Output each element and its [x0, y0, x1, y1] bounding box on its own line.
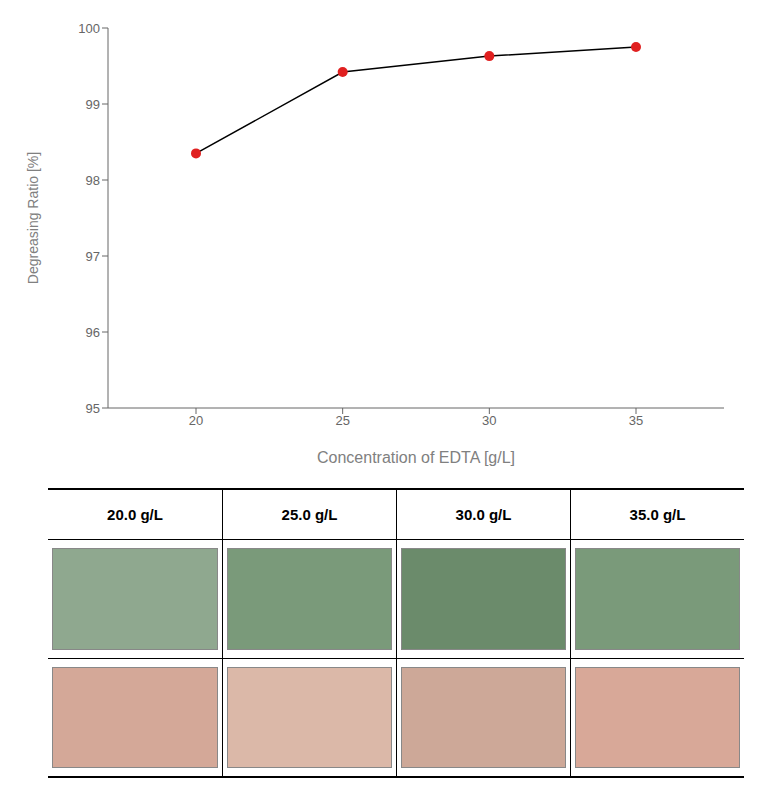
- svg-text:98: 98: [86, 173, 100, 188]
- html-text:35.0 g/L: 35.0 g/L: [629, 506, 686, 523]
- svg-text:Degreasing Ratio [%]: Degreasing Ratio [%]: [25, 152, 41, 284]
- svg-text:35: 35: [629, 413, 643, 428]
- svg-text:20: 20: [189, 413, 203, 428]
- svg-text:Concentration of EDTA [g/L]: Concentration of EDTA [g/L]: [317, 449, 515, 466]
- svg-text:95: 95: [86, 401, 100, 416]
- svg-text:97: 97: [86, 249, 100, 264]
- svg-text:30: 30: [482, 413, 496, 428]
- svg-text:99: 99: [86, 97, 100, 112]
- html-text:30.0 g/L: 30.0 g/L: [455, 506, 512, 523]
- html-text:25.0 g/L: 25.0 g/L: [281, 506, 338, 523]
- svg-text:25: 25: [335, 413, 349, 428]
- html-text:20.0 g/L: 20.0 g/L: [107, 506, 163, 523]
- svg-text:96: 96: [86, 325, 100, 340]
- svg-text:100: 100: [78, 21, 100, 36]
